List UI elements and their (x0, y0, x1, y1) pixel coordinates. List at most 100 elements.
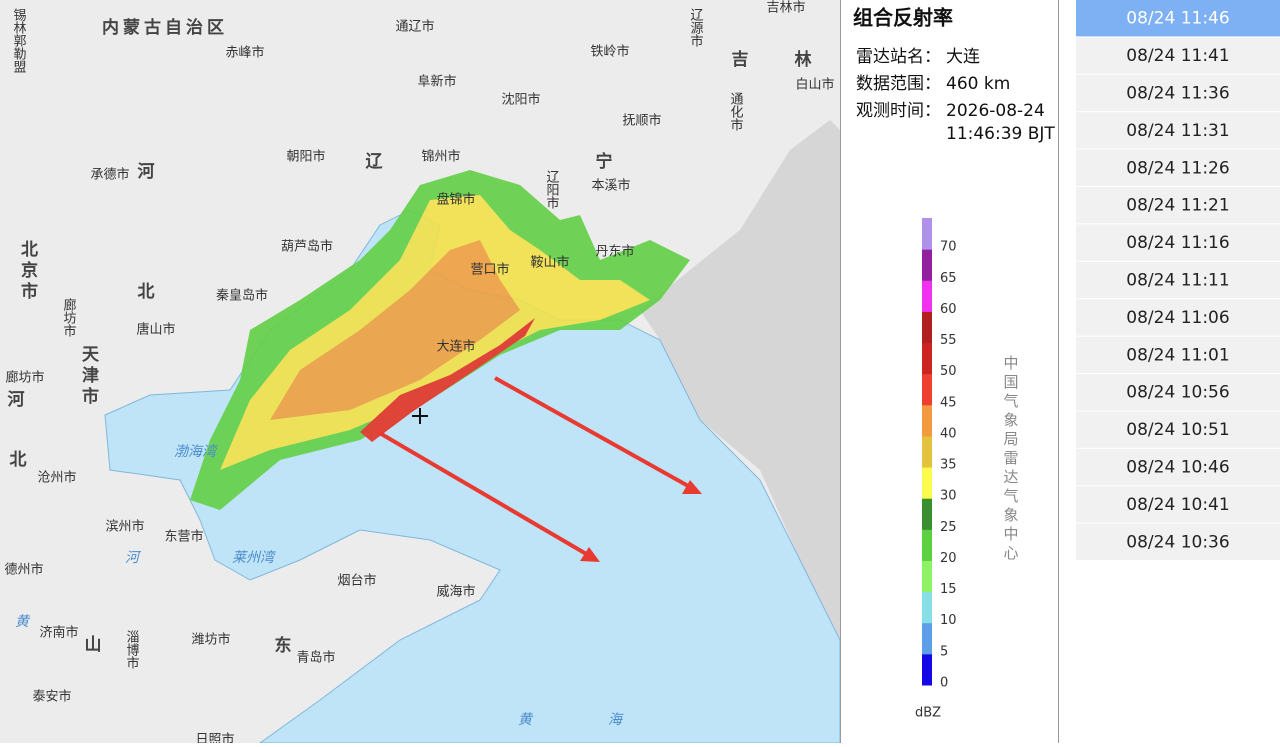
place-label: 通化市 (728, 92, 744, 131)
legend-swatch (922, 373, 932, 406)
foreign-land (640, 120, 840, 640)
place-label: 山 (85, 635, 106, 655)
time-item-bg[interactable] (1076, 261, 1280, 299)
radar-echo (190, 170, 690, 510)
time-item[interactable]: 08/24 11:36 (1076, 74, 1280, 112)
legend-credit: 中国气象局雷达气象中心 (1002, 355, 1020, 564)
station-label: 雷达站名： (856, 47, 941, 67)
place-label: 天津市 (78, 345, 99, 408)
time-item-label[interactable]: 08/24 11:11 (1126, 271, 1229, 291)
arrows (376, 376, 702, 562)
time-item[interactable]: 08/24 11:01 (1076, 336, 1280, 373)
place-label: 黄 (518, 712, 534, 728)
echo-red (360, 318, 535, 442)
place-label: 德州市 (4, 562, 43, 578)
radar-site (412, 408, 428, 424)
arrow-head (580, 547, 600, 562)
time-item-label[interactable]: 08/24 11:26 (1126, 158, 1229, 178)
legend: 0 5 10 15 20 25 30 35 40 45 50 55 60 65 70 (922, 218, 957, 691)
time-date: 2026-08-24 (946, 101, 1045, 121)
place-label: 大连市 (436, 339, 475, 355)
time-item-label[interactable]: 08/24 11:06 (1126, 308, 1229, 328)
time-item[interactable]: 08/24 11:06 (1076, 299, 1280, 336)
time-item[interactable]: 08/24 10:46 (1076, 448, 1280, 486)
legend-level: 40 (940, 426, 957, 441)
time-item[interactable]: 08/24 11:46 (1076, 0, 1280, 37)
legend-swatch (922, 311, 932, 344)
place-label: 辽阳市 (544, 170, 560, 209)
time-item-bg[interactable] (1076, 486, 1280, 523)
legend-level: 20 (940, 551, 957, 566)
place-label: 泰安市 (32, 689, 71, 705)
legend-level: 50 (940, 364, 957, 379)
time-item-bg[interactable] (1076, 74, 1280, 112)
time-item-bg[interactable] (1076, 448, 1280, 486)
time-item[interactable]: 08/24 11:21 (1076, 187, 1280, 224)
legend-level: 60 (940, 302, 957, 317)
time-item-label[interactable]: 08/24 11:21 (1126, 196, 1229, 216)
legend-swatch (922, 591, 932, 624)
place-label: 吉林市 (766, 0, 805, 16)
legend-swatch (922, 404, 932, 437)
time-item-bg[interactable] (1076, 149, 1280, 186)
legend-level: 0 (940, 676, 948, 691)
legend-unit: dBZ (915, 706, 941, 721)
place-label: 烟台市 (337, 573, 376, 589)
place-label: 东 (275, 635, 296, 656)
place-label: 本溪市 (591, 178, 630, 194)
legend-level: 55 (940, 333, 957, 348)
time-item-bg[interactable] (1076, 523, 1280, 560)
legend-swatch (922, 622, 932, 655)
time-item-bg[interactable] (1076, 187, 1280, 224)
place-label: 锦州市 (421, 149, 460, 165)
time-item-bg[interactable] (1076, 224, 1280, 261)
time-item-label[interactable]: 08/24 11:36 (1126, 84, 1229, 104)
time-item-label[interactable]: 08/24 11:31 (1126, 121, 1229, 141)
place-label: 秦皇岛市 (216, 288, 268, 304)
time-list: 08/24 11:46 08/24 11:41 08/24 11:36 08/24 1… (1076, 0, 1280, 560)
time-item-label[interactable]: 08/24 11:41 (1126, 46, 1229, 66)
time-item-label[interactable]: 08/24 10:56 (1126, 383, 1229, 403)
legend-level: 25 (940, 520, 957, 535)
time-item-label[interactable]: 08/24 11:46 (1126, 9, 1229, 29)
time-item-bg[interactable] (1076, 112, 1280, 149)
time-item[interactable]: 08/24 11:31 (1076, 112, 1280, 149)
place-label: 白山市 (795, 77, 834, 93)
time-item-bg[interactable] (1076, 37, 1280, 74)
time-item-label[interactable]: 08/24 10:51 (1126, 420, 1229, 440)
time-item-label[interactable]: 08/24 10:46 (1126, 458, 1229, 478)
time-item[interactable]: 08/24 10:51 (1076, 411, 1280, 448)
place-label: 日照市 (195, 732, 234, 744)
time-clock: 11:46:39 BJT (946, 124, 1055, 144)
time-item[interactable]: 08/24 10:36 (1076, 523, 1280, 560)
legend-level: 15 (940, 582, 957, 597)
time-item[interactable]: 08/24 10:41 (1076, 486, 1280, 523)
time-item-label[interactable]: 08/24 10:41 (1126, 495, 1229, 515)
legend-swatch (922, 653, 932, 686)
place-label: 阜新市 (417, 74, 456, 90)
time-item[interactable]: 08/24 11:26 (1076, 149, 1280, 186)
time-item-bg[interactable] (1076, 336, 1280, 373)
legend-level: 70 (940, 240, 957, 255)
time-item[interactable]: 08/24 11:16 (1076, 224, 1280, 261)
time-item[interactable]: 08/24 11:11 (1076, 261, 1280, 299)
range-label: 数据范围： (856, 74, 941, 94)
time-item[interactable]: 08/24 10:56 (1076, 374, 1280, 411)
time-item[interactable]: 08/24 11:41 (1076, 37, 1280, 74)
place-label: 葫芦岛市 (281, 239, 333, 255)
time-item-label[interactable]: 08/24 11:16 (1126, 233, 1229, 253)
time-item-bg[interactable] (1076, 411, 1280, 448)
arrow (376, 430, 590, 557)
time-item-bg[interactable] (1076, 0, 1280, 37)
place-label: 锡林郭勒盟 (11, 8, 27, 73)
time-item-label[interactable]: 08/24 10:36 (1126, 532, 1229, 552)
place-label: 铁岭市 (590, 44, 629, 60)
place-label: 东营市 (164, 529, 203, 545)
time-item-bg[interactable] (1076, 299, 1280, 336)
time-item-bg[interactable] (1076, 374, 1280, 411)
place-label: 承德市 (90, 167, 129, 183)
place-label: 黄 (15, 614, 31, 630)
time-item-label[interactable]: 08/24 11:01 (1126, 345, 1229, 365)
place-label: 淄博市 (124, 630, 140, 669)
